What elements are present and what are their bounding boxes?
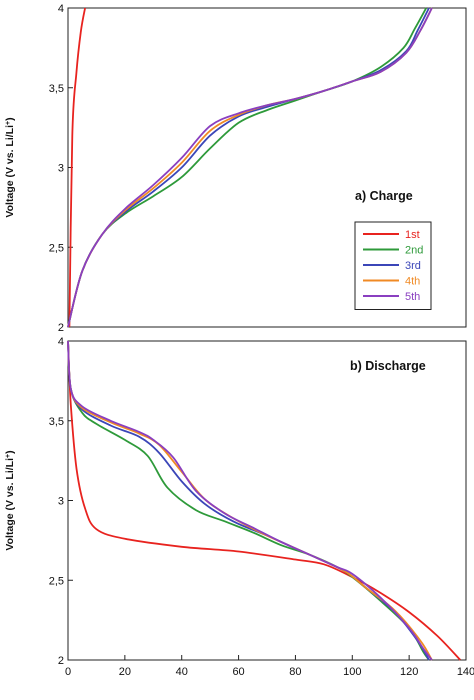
discharge-plot-frame xyxy=(67,340,467,661)
x-tick-label: 140 xyxy=(457,666,474,678)
legend-label-5th: 5th xyxy=(405,291,420,303)
discharge-panel: 2 2,5 3 3,5 4 0 20 40 60 80 100 120 140 Voltage (V … xyxy=(4,336,474,678)
y-tick-label: 2 xyxy=(58,655,64,667)
y-tick-label: 2,5 xyxy=(49,575,64,587)
series-line-3rd xyxy=(67,340,430,661)
x-tick-label: 100 xyxy=(343,666,361,678)
legend-label-1st: 1st xyxy=(405,229,420,241)
legend-label-2nd: 2nd xyxy=(405,245,423,257)
x-tick-label: 120 xyxy=(400,666,418,678)
charge-series-lines xyxy=(67,7,433,328)
series-line-1st xyxy=(67,340,461,661)
y-tick-label: 3 xyxy=(58,496,64,508)
charge-panel: 2 2,5 3 3,5 4 Voltage (V vs. Li/Li+) a) Char… xyxy=(4,3,467,334)
discharge-y-axis-label: Voltage (V vs. Li/Li+) xyxy=(4,450,16,550)
y-tick-label: 4 xyxy=(58,3,64,15)
legend: 1st 2nd 3rd 4th 5th xyxy=(354,221,432,310)
series-line-2nd xyxy=(67,340,430,661)
discharge-y-ticks: 2 2,5 3 3,5 4 xyxy=(49,336,73,667)
discharge-panel-title: b) Discharge xyxy=(350,359,426,373)
y-tick-label: 3,5 xyxy=(49,83,64,95)
legend-label-3rd: 3rd xyxy=(405,260,421,272)
legend-label-4th: 4th xyxy=(405,276,420,288)
y-tick-label: 2,5 xyxy=(49,242,64,254)
series-line-1st xyxy=(68,7,86,328)
discharge-x-ticks: 0 20 40 60 80 100 120 140 xyxy=(65,655,474,678)
x-tick-label: 0 xyxy=(65,666,71,678)
y-tick-label: 4 xyxy=(58,336,64,348)
charge-y-axis-label: Voltage (V vs. Li/Li+) xyxy=(4,117,16,217)
y-tick-label: 3 xyxy=(58,163,64,175)
x-tick-label: 60 xyxy=(232,666,244,678)
charge-y-ticks: 2 2,5 3 3,5 4 xyxy=(49,3,73,334)
x-tick-label: 20 xyxy=(119,666,131,678)
series-line-5th xyxy=(67,7,433,328)
y-tick-label: 3,5 xyxy=(49,416,64,428)
charge-panel-title: a) Charge xyxy=(355,189,413,203)
series-line-5th xyxy=(67,340,433,661)
x-tick-label: 80 xyxy=(289,666,301,678)
discharge-series-lines xyxy=(67,340,461,661)
y-tick-label: 2 xyxy=(58,322,64,334)
x-tick-label: 40 xyxy=(176,666,188,678)
series-line-4th xyxy=(67,340,433,661)
